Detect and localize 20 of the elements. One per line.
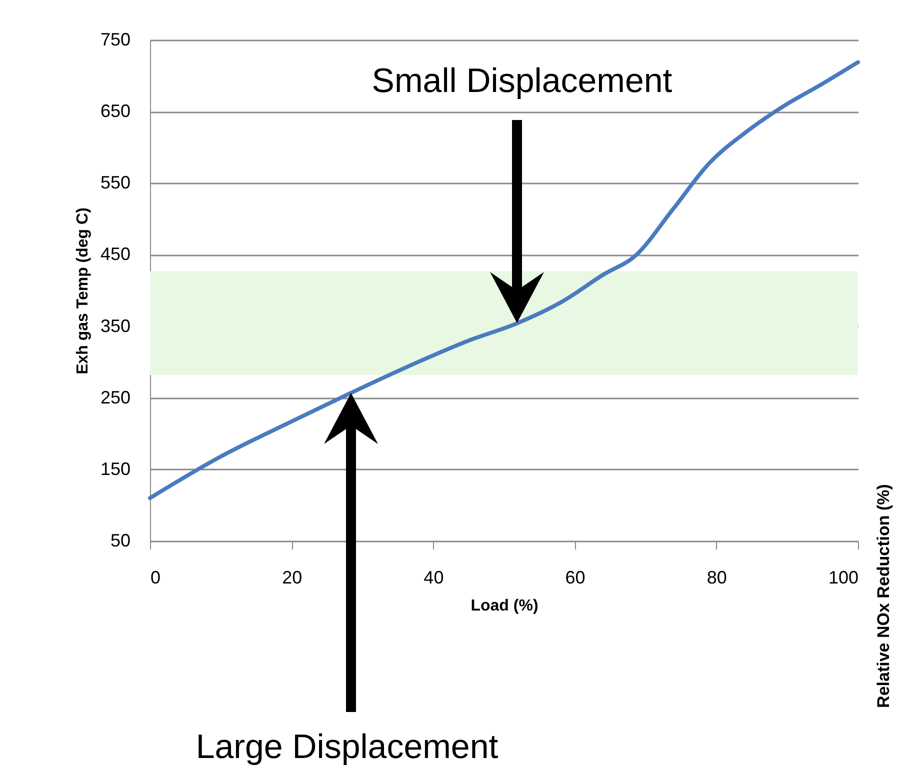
text: Large Displacement [196, 728, 499, 766]
y-tick-label: 50 [110, 530, 130, 550]
y-tick-label: 350 [100, 316, 130, 336]
y-axis-title: Exh gas Temp (deg C) [74, 208, 92, 374]
x-tick-label: 40 [424, 568, 444, 588]
x-tick-label: 80 [706, 568, 727, 588]
x-tick-label: 0 [150, 568, 161, 588]
x-tick-label: 20 [282, 568, 302, 588]
x-tick-label: 60 [565, 568, 586, 588]
annotation: Small Displacement [372, 62, 673, 100]
text: Relative NOx Reduction (%) [874, 484, 893, 708]
y-tick-label: 150 [100, 458, 130, 479]
y-tick-label: 450 [100, 244, 130, 264]
line-series [148, 60, 860, 500]
y-tick-label: 550 [100, 172, 130, 193]
x-tick-label: 100 [828, 568, 858, 588]
x-axis-title: Load (%) [470, 598, 538, 614]
y-tick-label: 650 [100, 101, 130, 122]
y-tick-label: 750 [100, 30, 130, 50]
y-tick-label: 250 [100, 387, 130, 408]
